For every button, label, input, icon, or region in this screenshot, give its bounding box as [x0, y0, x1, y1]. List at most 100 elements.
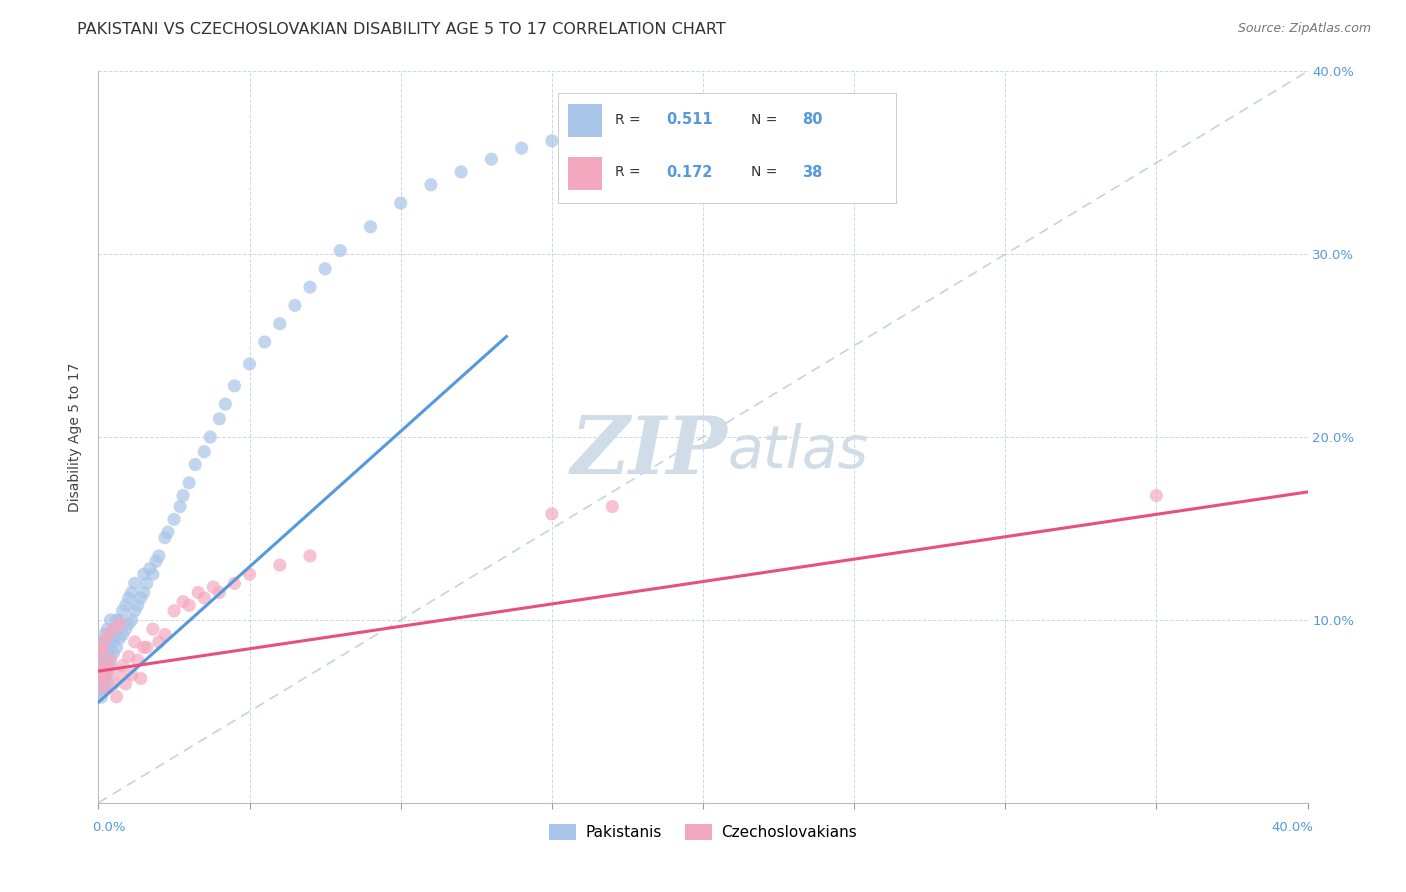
Point: [90, 641, 112, 656]
Point: [389, 196, 412, 211]
Point: [148, 549, 170, 563]
Point: [93, 677, 115, 691]
Point: [481, 152, 503, 166]
Point: [163, 604, 186, 618]
Point: [127, 653, 149, 667]
Point: [90, 646, 112, 660]
Point: [94, 678, 117, 692]
Point: [100, 613, 122, 627]
Point: [94, 656, 117, 670]
Point: [139, 562, 162, 576]
Point: [105, 640, 128, 655]
Point: [100, 658, 122, 673]
Point: [108, 667, 131, 681]
Point: [299, 549, 322, 563]
Point: [118, 649, 141, 664]
Point: [91, 677, 114, 691]
Text: 40.0%: 40.0%: [1272, 821, 1313, 834]
Point: [96, 675, 118, 690]
Text: atlas: atlas: [727, 423, 868, 480]
Point: [153, 531, 176, 545]
Point: [208, 412, 231, 426]
Point: [96, 658, 118, 673]
Point: [1144, 489, 1167, 503]
Point: [142, 567, 165, 582]
Point: [202, 580, 225, 594]
Point: [187, 585, 209, 599]
Point: [108, 632, 131, 646]
Point: [135, 640, 157, 655]
Point: [284, 298, 307, 312]
Point: [172, 489, 194, 503]
Point: [105, 690, 128, 704]
Point: [103, 622, 125, 636]
Point: [103, 677, 125, 691]
Point: [208, 585, 231, 599]
Point: [90, 658, 112, 673]
Point: [100, 653, 122, 667]
Point: [132, 640, 155, 655]
Point: [329, 244, 352, 258]
Point: [129, 591, 152, 605]
Point: [121, 613, 143, 627]
Point: [571, 123, 593, 137]
Point: [200, 430, 222, 444]
Point: [129, 672, 152, 686]
Text: 0.0%: 0.0%: [93, 821, 127, 834]
Point: [111, 604, 134, 618]
Point: [93, 667, 115, 681]
Point: [172, 594, 194, 608]
Point: [239, 357, 262, 371]
Point: [96, 664, 118, 678]
Point: [105, 613, 128, 627]
Point: [90, 635, 112, 649]
Point: [93, 635, 115, 649]
Point: [124, 635, 146, 649]
Point: [90, 658, 112, 673]
Point: [89, 656, 111, 670]
Point: [153, 627, 176, 641]
Point: [114, 622, 136, 636]
Point: [540, 507, 562, 521]
Point: [103, 635, 125, 649]
Point: [108, 613, 131, 627]
Point: [184, 458, 207, 472]
Point: [111, 658, 134, 673]
Point: [510, 141, 533, 155]
Point: [269, 558, 291, 573]
Point: [93, 640, 115, 655]
Point: [90, 667, 112, 681]
Point: [96, 662, 118, 676]
Point: [105, 627, 128, 641]
Point: [93, 660, 115, 674]
Point: [93, 627, 115, 641]
Text: ZIP: ZIP: [571, 413, 727, 491]
Point: [132, 585, 155, 599]
Point: [179, 599, 201, 613]
Point: [193, 444, 215, 458]
Point: [169, 500, 191, 514]
Point: [103, 622, 125, 636]
Point: [91, 672, 114, 686]
Point: [420, 178, 443, 192]
Point: [224, 379, 246, 393]
Point: [93, 681, 115, 696]
Point: [96, 667, 118, 681]
Point: [450, 165, 472, 179]
Point: [96, 635, 118, 649]
Point: [124, 576, 146, 591]
Point: [540, 134, 562, 148]
Point: [602, 500, 624, 514]
Point: [96, 622, 118, 636]
Point: [179, 475, 201, 490]
Point: [103, 646, 125, 660]
Point: [91, 667, 114, 681]
Point: [121, 667, 143, 681]
Point: [93, 662, 115, 676]
Point: [87, 668, 110, 682]
Point: [91, 672, 114, 686]
Point: [360, 219, 382, 234]
Point: [90, 649, 112, 664]
Point: [94, 672, 117, 686]
Point: [135, 576, 157, 591]
